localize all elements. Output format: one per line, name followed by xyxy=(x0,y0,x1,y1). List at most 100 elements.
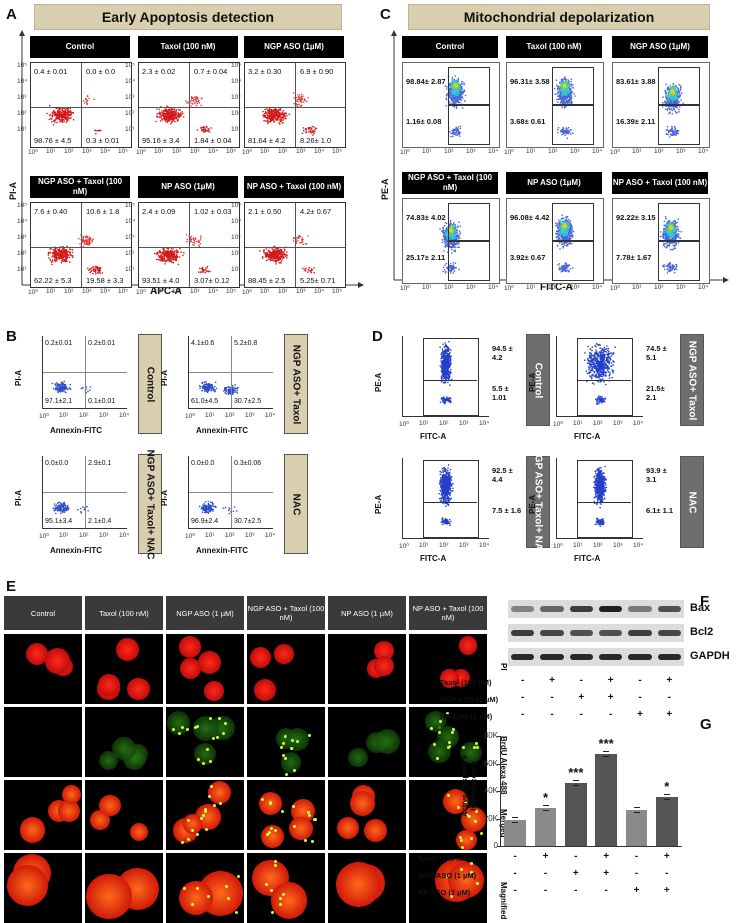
panel-e-speck xyxy=(274,829,277,832)
panel-f-band xyxy=(511,606,534,612)
panel-b-ur-value: 0.3±0.06 xyxy=(234,460,261,467)
panel-e-image xyxy=(166,853,244,923)
panel-b-xlabel: Annexin-FITC xyxy=(50,426,102,435)
panel-b-tick-x: 10⁰ xyxy=(185,532,195,540)
panel-a-tick-y: 10³ xyxy=(231,234,240,241)
panel-a-tick-x: 10¹ xyxy=(46,288,55,295)
panel-a-tick-x: 10⁰ xyxy=(136,288,146,296)
panel-e-cell xyxy=(254,679,276,701)
panel-d-bot-value: 21.5± 2.1 xyxy=(646,384,676,402)
panel-c-tick-x: 10⁴ xyxy=(488,284,498,291)
chart-sign: - xyxy=(569,885,583,896)
panel-f-band xyxy=(570,606,593,612)
chart-sign: - xyxy=(630,868,644,879)
panel-e-cell xyxy=(198,651,221,674)
panel-f-sign: - xyxy=(574,675,588,686)
panel-e-speck xyxy=(196,833,199,836)
panel-a-plot-title: NGP ASO + Taxol (100 nM) xyxy=(30,176,130,198)
chart-errorbar xyxy=(573,780,579,786)
panel-e-speck xyxy=(271,911,274,914)
panel-b-side-label: NAC xyxy=(290,493,301,515)
panel-a-tick-y: 10³ xyxy=(125,94,134,101)
panel-b-tick-x: 10² xyxy=(79,532,88,539)
panel-b-ul-value: 0.0±0.0 xyxy=(45,460,68,467)
chart-bar xyxy=(565,783,587,846)
panel-a-ll-value: 88.45 ± 2.5 xyxy=(248,276,285,285)
panel-c-bot-value: 25.17± 2.11 xyxy=(406,253,446,262)
chart-sign: + xyxy=(599,851,613,862)
panel-e-image xyxy=(166,634,244,704)
panel-c-tick-x: 10² xyxy=(654,284,663,291)
panel-b-side-label: Control xyxy=(145,366,156,402)
panel-d-bot-value: 5.5 ± 1.01 xyxy=(492,384,522,402)
panel-a-tick-y: 10¹ xyxy=(231,126,240,133)
panel-e-col-header: NGP ASO + Taxol (100 nM) xyxy=(247,596,325,630)
panel-e-speck xyxy=(459,836,462,839)
chart-annotation: * xyxy=(652,779,682,794)
panel-a-tick-x: 10⁴ xyxy=(314,148,324,155)
panel-a-tick-x: 10⁴ xyxy=(100,148,110,155)
panel-a-tick-x: 10² xyxy=(278,148,287,155)
panel-f-sign: + xyxy=(662,709,676,720)
panel-f-band-label: Bax xyxy=(690,602,710,614)
panel-f-sign: + xyxy=(604,692,618,703)
panel-d-plot xyxy=(556,336,643,417)
panel-c-tick-x: 10¹ xyxy=(526,284,535,291)
panel-f-blot-strip xyxy=(508,600,684,618)
panel-c-gate-bot xyxy=(448,241,490,281)
panel-b-tick-x: 10² xyxy=(225,412,234,419)
chart-sign: + xyxy=(660,851,674,862)
panel-c-bot-value: 7.78± 1.67 xyxy=(616,253,656,262)
chart-treat-label: Taxol (100 nM) xyxy=(418,854,470,863)
panel-a-tick-y: 10¹ xyxy=(231,266,240,273)
panel-c-tick-x: 10⁰ xyxy=(504,284,514,292)
panel-c-gate-bot xyxy=(552,105,594,145)
chart-annotation: * xyxy=(531,790,561,805)
panel-e-col-header: NP ASO (1 µM) xyxy=(328,596,406,630)
panel-c-tick-x: 10³ xyxy=(676,284,685,291)
chart-bar xyxy=(595,754,617,846)
panel-a-tick-x: 10¹ xyxy=(154,148,163,155)
panel-a-quad-vline xyxy=(81,63,82,147)
panel-b-tick-x: 10¹ xyxy=(59,532,68,539)
panel-b-ll-value: 97.1±2.1 xyxy=(45,398,72,405)
panel-f-band xyxy=(599,654,622,660)
panel-e-letter: E xyxy=(6,578,16,595)
panel-e-cell xyxy=(194,743,217,766)
panel-d-bot-value: 6.1± 1.1 xyxy=(646,506,676,515)
chart-annotation: *** xyxy=(561,765,591,780)
panel-d-plot xyxy=(402,458,489,539)
panel-e-speck xyxy=(274,864,277,867)
panel-c-tick-x: 10⁰ xyxy=(610,148,620,156)
panel-c-tick-x: 10² xyxy=(548,148,557,155)
panel-c-gate-top xyxy=(658,203,700,241)
panel-a-tick-x: 10¹ xyxy=(46,148,55,155)
panel-d-side-label: NAC xyxy=(686,491,697,513)
panel-d-tick-x: 10³ xyxy=(459,542,468,549)
panel-e-speck xyxy=(280,746,283,749)
panel-a-tick-y: 10⁴ xyxy=(17,78,27,85)
panel-a-tick-y: 10² xyxy=(17,250,26,257)
panel-a-quad-hline xyxy=(245,107,345,108)
panel-e-speck xyxy=(187,838,190,841)
panel-b-ylabel: PI-A xyxy=(14,490,23,506)
panel-b-side-label-box: NAC xyxy=(284,454,308,554)
panel-b-ur-value: 2.9±0.1 xyxy=(88,460,111,467)
chart-errorbar xyxy=(603,751,609,757)
panel-f-band xyxy=(658,654,681,660)
panel-e-image xyxy=(4,634,82,704)
chart-sign: - xyxy=(599,885,613,896)
panel-b-ul-value: 0.2±0.01 xyxy=(45,340,72,347)
panel-b-tick-x: 10⁴ xyxy=(265,532,275,539)
panel-a-tick-y: 10⁴ xyxy=(231,218,241,225)
panel-a-ll-value: 81.64 ± 4.2 xyxy=(248,136,285,145)
chart-tick-y: 60K xyxy=(480,759,498,768)
panel-b-tick-x: 10⁴ xyxy=(265,412,275,419)
chart-errorbar xyxy=(664,794,670,800)
panel-e-image xyxy=(328,780,406,850)
panel-e-speck xyxy=(237,875,240,878)
chart-ylabel: Active Caspase 9 luminescence xyxy=(460,736,478,836)
panel-a-plot-title: Taxol (100 nM) xyxy=(138,36,238,58)
